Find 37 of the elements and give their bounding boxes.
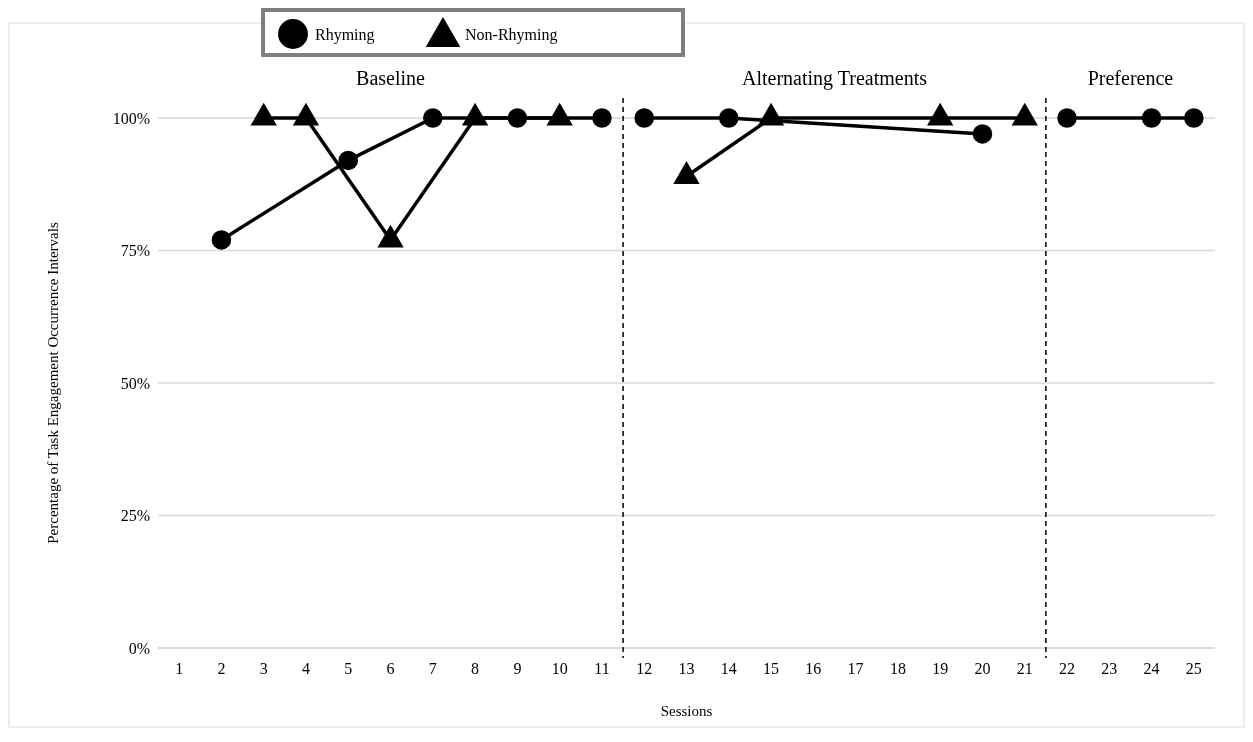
y-tick-label: 25% — [120, 507, 150, 525]
y-tick-label: 75% — [120, 242, 150, 260]
x-tick-label: 5 — [344, 660, 353, 677]
x-tick-label: 7 — [428, 660, 437, 677]
x-tick-label: 1 — [175, 660, 184, 677]
y-tick-label: 0% — [128, 639, 150, 657]
x-tick-label: 6 — [386, 660, 395, 677]
x-tick-label: 16 — [805, 660, 822, 677]
x-tick-label: 4 — [301, 660, 310, 677]
x-tick-label: 14 — [720, 660, 737, 677]
x-tick-label: 8 — [471, 660, 480, 677]
legend-label: Rhyming — [315, 25, 375, 44]
x-tick-label: 12 — [636, 660, 653, 677]
x-tick-label: 17 — [847, 660, 864, 677]
x-tick-label: 2 — [217, 660, 226, 677]
text: Baseline — [356, 67, 426, 89]
text: Preference — [1087, 67, 1174, 89]
x-tick-label: 25 — [1185, 660, 1202, 677]
x-tick-label: 3 — [259, 660, 268, 677]
text: Alternating Treatments — [741, 67, 928, 90]
x-tick-label: 19 — [932, 660, 949, 677]
x-tick-label: 11 — [594, 660, 610, 677]
x-tick-label: 21 — [1016, 660, 1033, 677]
y-axis-title: Percentage of Task Engagement Occurrence Intervals — [45, 222, 61, 544]
x-axis-title: Sessions — [660, 703, 713, 719]
x-tick-label: 23 — [1101, 660, 1118, 677]
x-tick-label: 20 — [974, 660, 991, 677]
x-tick-label: 15 — [763, 660, 780, 677]
x-tick-label: 9 — [513, 660, 522, 677]
legend-label: Non-Rhyming — [465, 25, 558, 44]
x-tick-label: 22 — [1059, 660, 1076, 677]
x-tick-label: 10 — [551, 660, 568, 677]
y-tick-label: 50% — [120, 374, 150, 392]
y-tick-label: 100% — [112, 109, 150, 127]
x-tick-label: 18 — [889, 660, 906, 677]
x-tick-label: 13 — [678, 660, 695, 677]
x-tick-label: 24 — [1143, 660, 1160, 677]
